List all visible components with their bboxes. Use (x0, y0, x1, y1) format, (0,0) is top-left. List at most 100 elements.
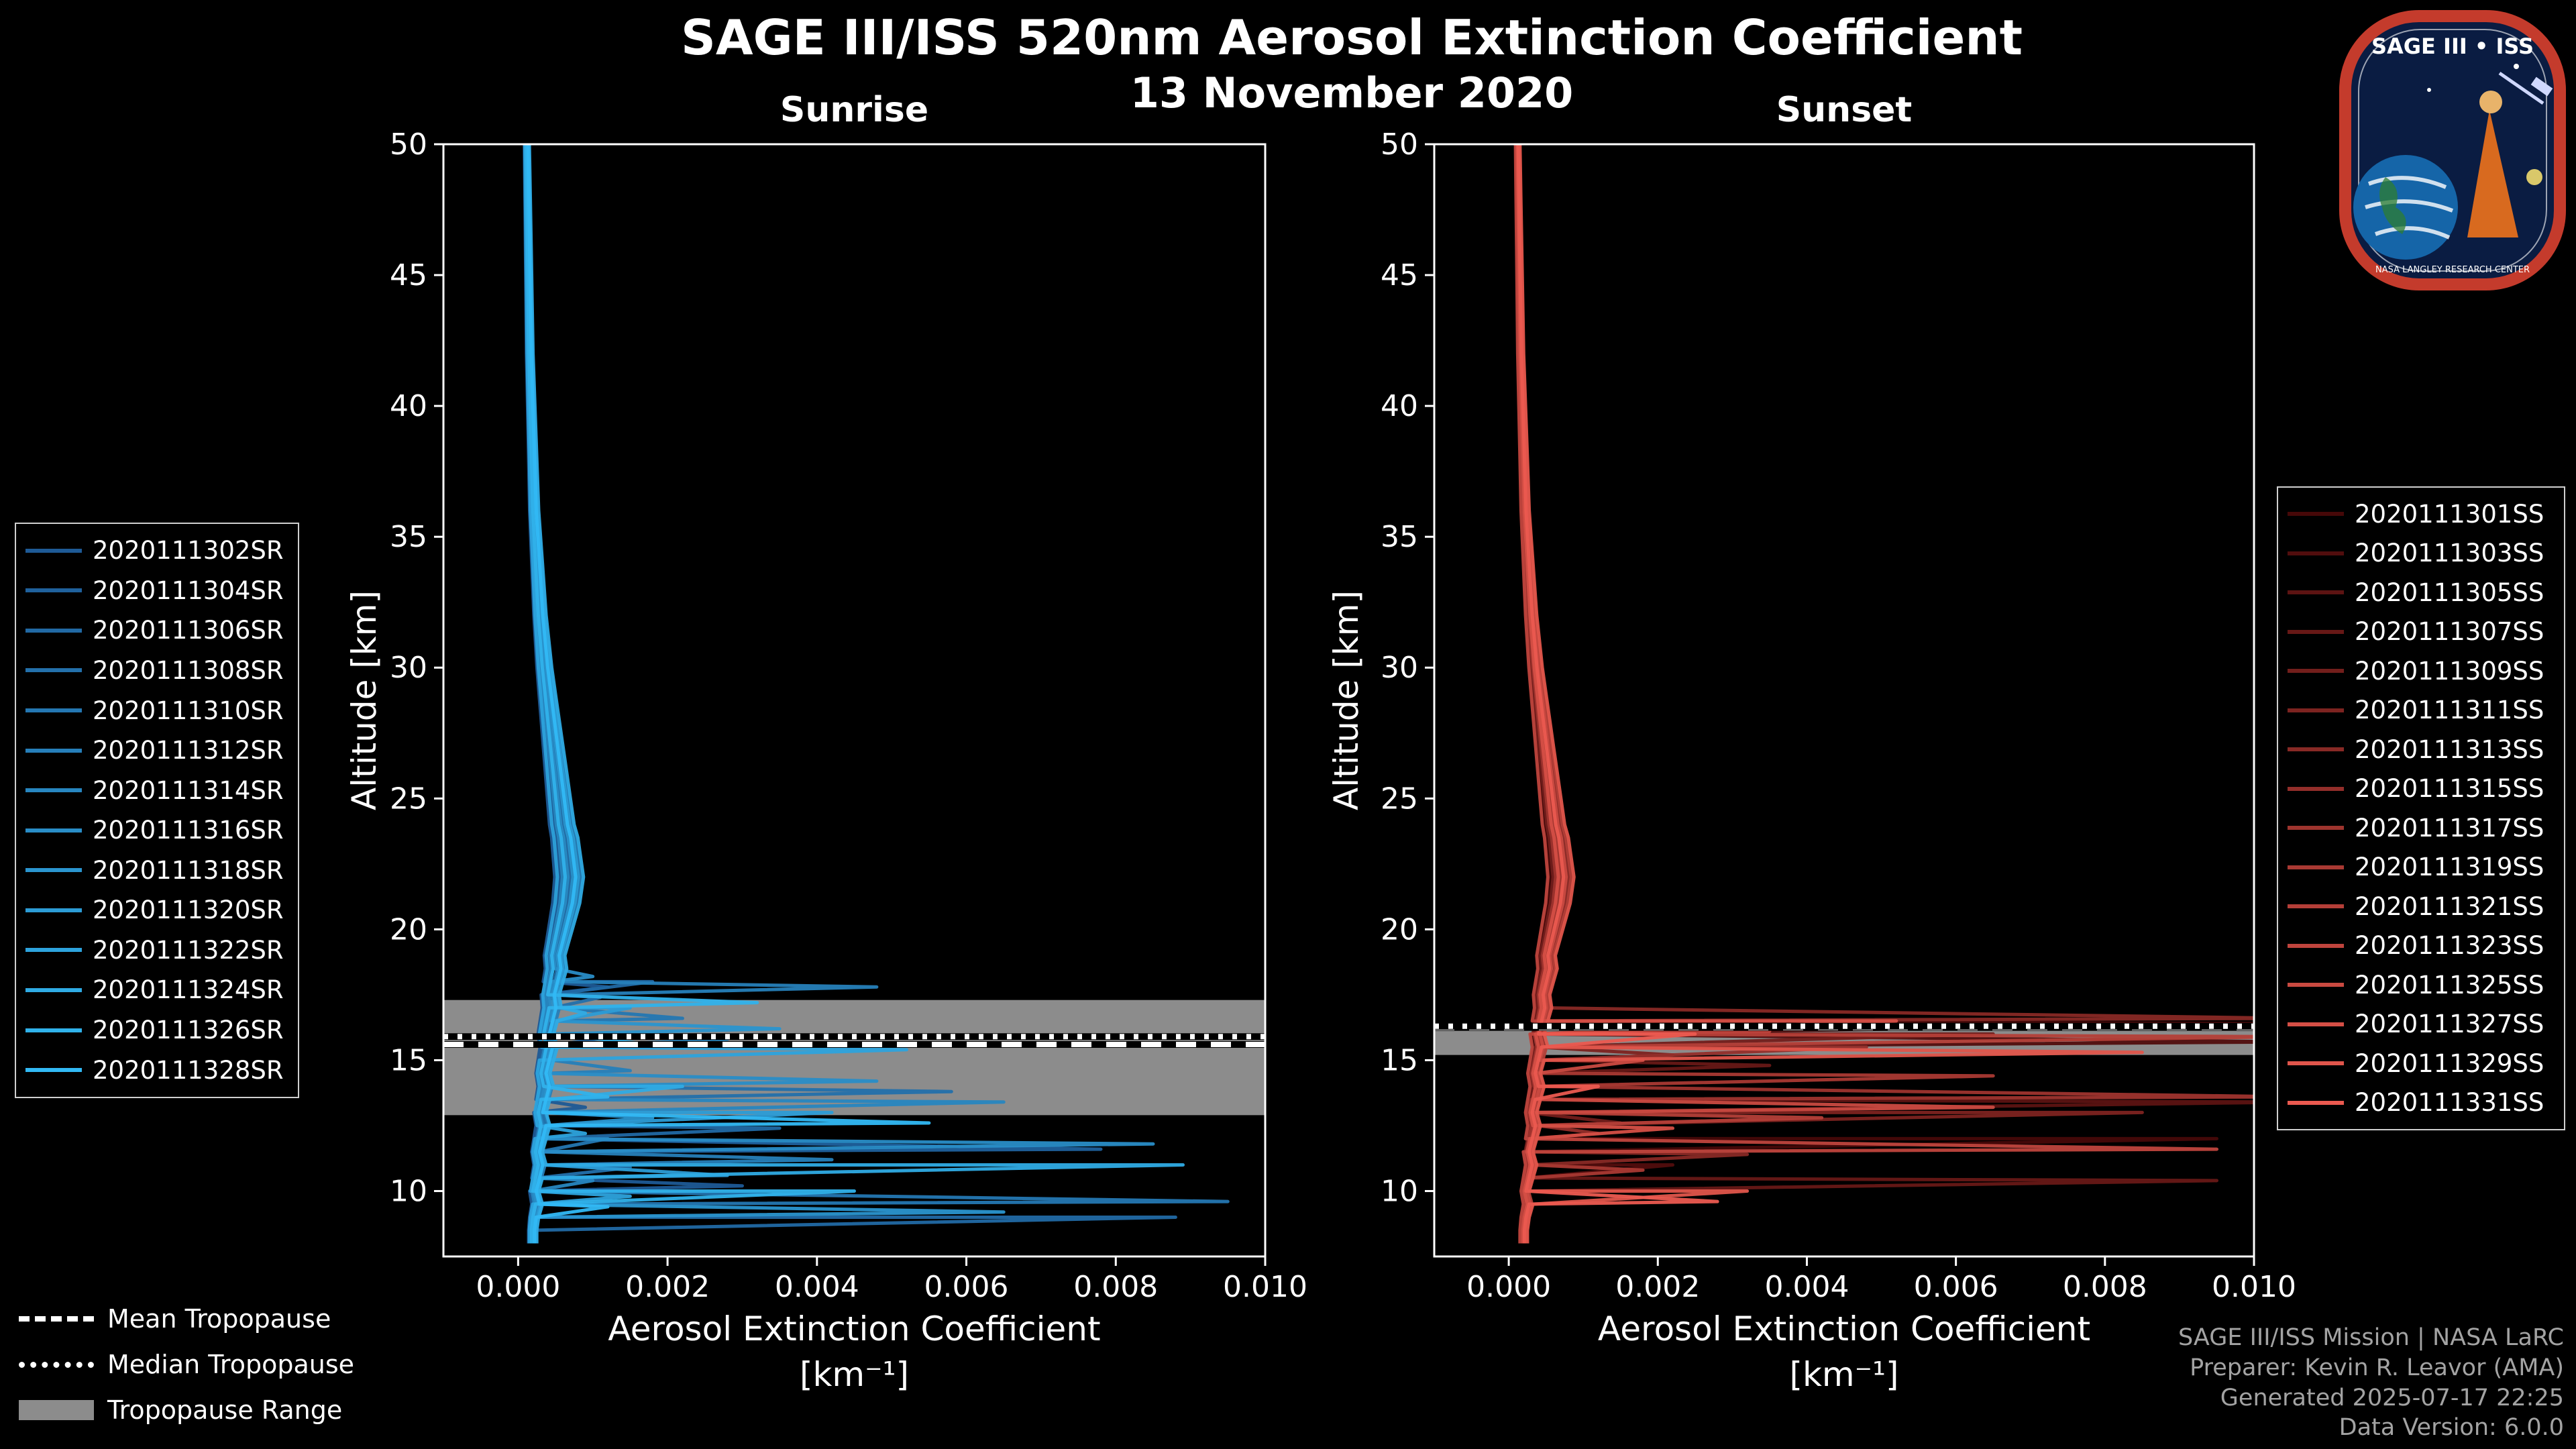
legend-entry: 2020111327SS (2288, 1010, 2555, 1038)
credit-preparer: Preparer: Kevin R. Leavor (AMA) (2190, 1354, 2564, 1381)
legend-entry-label: 2020111312SR (93, 736, 284, 765)
legend-entry: 2020111305SS (2288, 578, 2555, 607)
legend-entry: 2020111319SS (2288, 853, 2555, 881)
legend-entry: 2020111320SR (25, 896, 288, 924)
y-tick-label: 30 (390, 651, 427, 685)
legend-entry-label: 2020111304SR (93, 576, 284, 605)
y-axis-label-sunset: Altitude [km] (1327, 590, 1366, 810)
legend-entry-label: 2020111307SS (2355, 617, 2544, 647)
y-tick-label: 15 (390, 1043, 427, 1077)
legend-line-swatch (2288, 551, 2344, 555)
mean-tropopause-legend-item: Mean Tropopause (19, 1304, 354, 1334)
legend-entry-label: 2020111322SR (93, 935, 284, 965)
y-tick-label: 35 (1381, 520, 1418, 554)
profile-line (1513, 144, 2218, 1244)
x-tick-label: 0.004 (1764, 1270, 1849, 1304)
legend-entry-label: 2020111314SR (93, 775, 284, 805)
legend-entry-label: 2020111302SR (93, 536, 284, 566)
logo-sage-figure (2467, 110, 2518, 237)
y-tick-label: 20 (390, 912, 427, 947)
legend-line-swatch (2288, 1100, 2344, 1105)
legend-line-swatch (2288, 512, 2344, 517)
legend-entry-label: 2020111325SS (2355, 970, 2544, 1000)
median-tropopause-label: Median Tropopause (107, 1350, 354, 1379)
profile-line (1516, 144, 1719, 1244)
profile-line (1515, 144, 1995, 1244)
y-tick-label: 50 (390, 127, 427, 162)
legend-entry: 2020111302SR (25, 536, 288, 565)
legend-line-swatch (25, 987, 82, 992)
dashed-line-icon (19, 1316, 94, 1322)
profile-line (1515, 144, 1898, 1244)
y-tick-label: 40 (390, 389, 427, 423)
x-axis-units-sunset: [km⁻¹] (1789, 1355, 1899, 1394)
legend-entry-label: 2020111301SS (2355, 499, 2544, 529)
legend-line-swatch (2288, 747, 2344, 752)
profile-line (526, 144, 931, 1244)
y-tick-label: 25 (1381, 782, 1418, 816)
legend-entry-label: 2020111324SR (93, 975, 284, 1005)
legend-entry: 2020111321SS (2288, 892, 2555, 921)
legend-entry: 2020111328SR (25, 1056, 288, 1085)
legend-entry-label: 2020111316SR (93, 816, 284, 845)
legend-sunrise: 2020111302SR 2020111304SR 2020111306SR 2020… (15, 523, 299, 1098)
legend-entry-label: 2020111323SS (2355, 931, 2544, 961)
legend-entry-label: 2020111313SS (2355, 735, 2544, 764)
legend-entry: 2020111312SR (25, 736, 288, 765)
legend-line-swatch (2288, 708, 2344, 712)
legend-entry-label: 2020111305SS (2355, 578, 2544, 607)
legend-entry: 2020111317SS (2288, 814, 2555, 843)
x-tick-label: 0.002 (1615, 1270, 1700, 1304)
logo-figure-head (2479, 91, 2502, 113)
legend-entry-label: 2020111327SS (2355, 1010, 2544, 1039)
legend-line-swatch (25, 828, 82, 833)
legend-line-swatch (2288, 826, 2344, 830)
logo-iss-truss (2498, 71, 2544, 105)
axes-frame (442, 143, 1267, 1258)
legend-entry: 2020111325SS (2288, 971, 2555, 1000)
legend-entry-label: 2020111317SS (2355, 813, 2544, 843)
legend-entry-label: 2020111311SS (2355, 696, 2544, 725)
legend-entry: 2020111313SS (2288, 735, 2555, 764)
panel-title-sunrise: Sunrise (780, 90, 929, 130)
legend-line-swatch (2288, 1022, 2344, 1026)
logo-earth-land (2379, 177, 2406, 234)
y-tick-label: 45 (390, 258, 427, 292)
x-tick-label: 0.000 (476, 1270, 560, 1304)
x-tick-label: 0.006 (1914, 1270, 1998, 1304)
y-tick-label: 45 (1381, 258, 1418, 292)
x-axis-label-sunset: Aerosol Extinction Coefficient (1597, 1309, 2091, 1348)
legend-entry: 2020111304SR (25, 576, 288, 605)
legend-line-swatch (25, 628, 82, 633)
legend-line-swatch (2288, 629, 2344, 634)
profile-line (524, 144, 856, 1244)
profile-line (1518, 144, 2144, 1244)
legend-line-swatch (25, 1028, 82, 1032)
x-axis-units-sunrise: [km⁻¹] (799, 1355, 910, 1394)
legend-entry: 2020111308SR (25, 656, 288, 685)
legend-line-swatch (25, 868, 82, 873)
logo-title: SAGE III • ISS (2371, 34, 2534, 59)
plot-area-sunset (1434, 144, 2254, 1244)
y-tick-label: 15 (1381, 1043, 1418, 1077)
sage-iii-iss-logo: SAGE III • ISS NASA LANGLEY RESEARCH CEN… (2339, 10, 2566, 290)
credit-data-version: Data Version: 6.0.0 (2339, 1414, 2564, 1442)
axes-frame (1433, 143, 2255, 1258)
logo-star (2514, 64, 2519, 69)
legend-line-swatch (25, 788, 82, 793)
y-tick-label: 20 (1381, 912, 1418, 947)
legend-entry-label: 2020111308SR (93, 655, 284, 685)
legend-entry-label: 2020111309SS (2355, 656, 2544, 686)
mean-tropopause-label: Mean Tropopause (107, 1304, 331, 1334)
legend-entry-label: 2020111326SR (93, 1016, 284, 1045)
legend-entry-label: 2020111320SR (93, 896, 284, 925)
legend-entry-label: 2020111319SS (2355, 853, 2544, 882)
credits: SAGE III/ISS Mission | NASA LaRC Prepare… (2178, 1323, 2564, 1443)
legend-sunset: 2020111301SS 2020111303SS 2020111305SS 2020… (2277, 486, 2565, 1130)
legend-entry: 2020111310SR (25, 696, 288, 725)
logo-iss-solar-panel (2530, 76, 2553, 97)
legend-entry: 2020111311SS (2288, 696, 2555, 724)
legend-entry: 2020111306SR (25, 616, 288, 645)
x-tick-label: 0.010 (1223, 1270, 1307, 1304)
logo-earth-clouds (2365, 176, 2454, 239)
